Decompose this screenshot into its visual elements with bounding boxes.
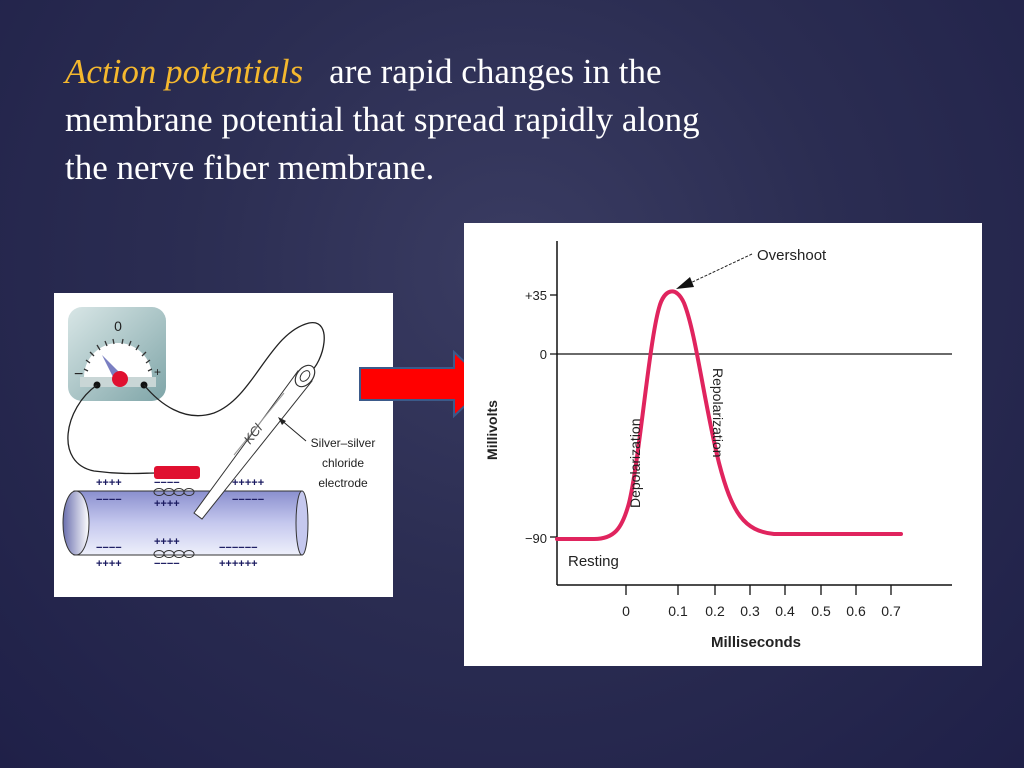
title-accent: Action potentials [65,52,304,91]
overshoot-label: Overshoot [757,247,827,264]
svg-text:−−−−: −−−− [96,494,122,506]
svg-text:−−−−−−: −−−−−− [219,542,258,554]
y-tick-plus35: +35 [525,288,547,303]
svg-text:0.1: 0.1 [668,603,688,619]
svg-text:++++: ++++ [154,498,180,510]
svg-text:+++++: +++++ [232,477,264,489]
ion-channels-top [153,488,195,496]
title-line-1-rest: are rapid changes in the [329,52,662,91]
svg-text:++++: ++++ [96,558,122,570]
svg-text:0.7: 0.7 [881,603,901,619]
svg-text:++++: ++++ [154,536,180,548]
x-tick-labels: 0 0.1 0.2 0.3 0.4 0.5 0.6 0.7 [622,603,901,619]
title-line-3: the nerve fiber membrane. [65,148,435,187]
svg-text:−−−−−: −−−−− [232,494,264,506]
meter-plus-label: + [154,365,161,379]
svg-text:−−−−: −−−− [96,542,122,554]
callout-line-3: electrode [318,476,368,490]
nerve-fiber [62,490,309,556]
surface-electrode [154,466,200,479]
resting-label: Resting [568,553,619,570]
voltmeter: 0 − + [68,307,166,401]
membrane-charges: ++++ −−−− −−−− ++++ +++++ −−−−− ++++ −−−… [96,477,264,570]
x-axis-label: Milliseconds [711,634,801,651]
svg-text:0.5: 0.5 [811,603,831,619]
wire-left [67,384,157,475]
action-potential-chart: +35 0 −90 0 0.1 0.2 0.3 0.4 0.5 0.6 0.7 … [464,223,982,666]
wire-right [143,322,325,417]
svg-text:0: 0 [622,603,630,619]
ion-channels-bottom [153,550,195,558]
svg-text:0.6: 0.6 [846,603,866,619]
repolarization-label: Repolarization [710,368,726,458]
callout-line-1: Silver–silver [311,436,376,450]
y-tick-0: 0 [540,347,547,362]
title-line-1: Action potentials are rapid changes in th… [65,48,905,96]
svg-text:++++++: ++++++ [219,558,258,570]
action-potential-curve [555,289,903,541]
svg-text:−−−−: −−−− [154,477,180,489]
title-line-2: membrane potential that spread rapidly a… [65,100,700,139]
svg-text:0.3: 0.3 [740,603,760,619]
overshoot-pointer [685,253,753,286]
meter-minus-label: − [74,366,83,383]
svg-text:++++: ++++ [96,477,122,489]
svg-text:0.2: 0.2 [705,603,725,619]
callout-line-2: chloride [322,456,364,470]
depolarization-label: Depolarization [627,419,643,509]
y-axis-label: Millivolts [484,400,500,460]
svg-text:0.4: 0.4 [775,603,795,619]
svg-text:−−−−: −−−− [154,558,180,570]
slide-title: Action potentials are rapid changes in th… [65,48,905,192]
meter-zero-label: 0 [114,318,122,334]
nerve-fiber-diagram: 0 − + KCl Silver–silver chlorid [54,293,393,597]
meter-pivot [112,371,128,387]
y-tick-minus90: −90 [525,531,547,546]
